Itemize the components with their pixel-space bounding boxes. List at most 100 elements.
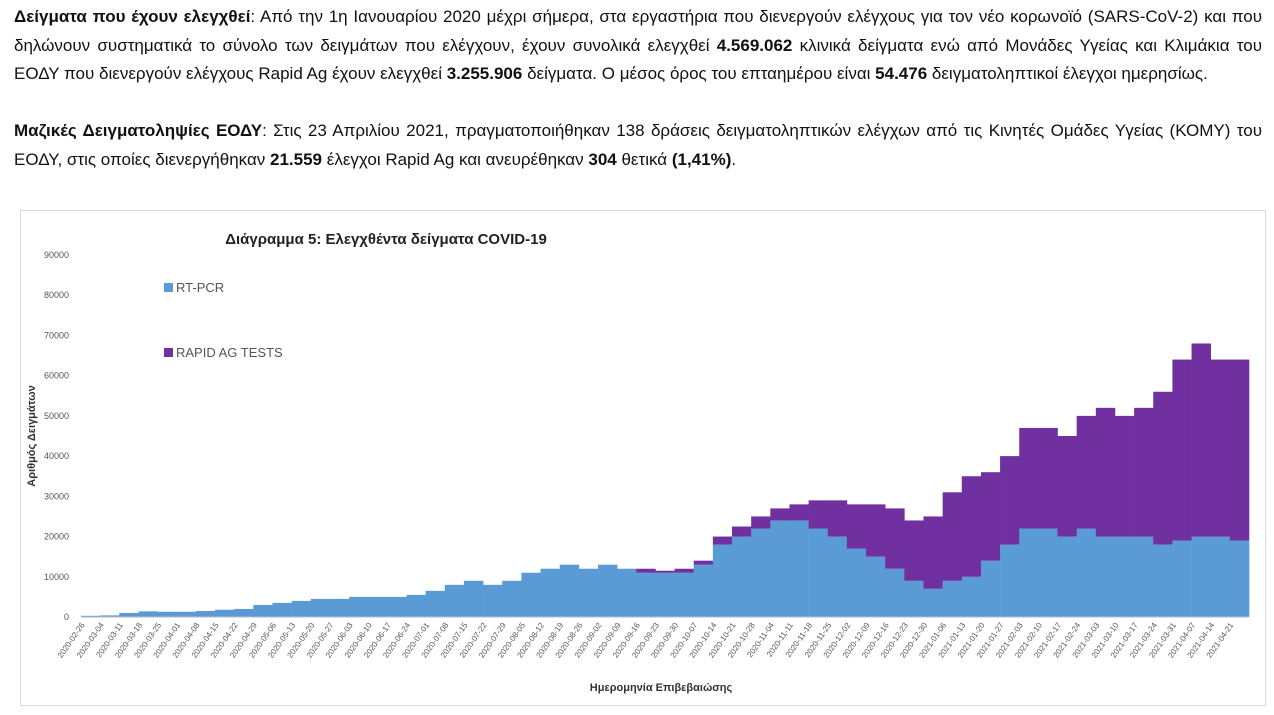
y-tick-label: 20000 bbox=[44, 532, 69, 542]
rtpcr-bar bbox=[597, 564, 618, 617]
tested-samples-paragraph: Δείγματα που έχουν ελεγχθεί: Από την 1η … bbox=[14, 3, 1262, 89]
text: : Στις 23 Απριλίου 2021, πραγματοποιήθηκ… bbox=[14, 121, 1262, 169]
rtpcr-bar bbox=[961, 576, 982, 617]
rtpcr-bar bbox=[176, 611, 197, 617]
rtpcr-bar bbox=[1076, 528, 1097, 617]
text: δείγματα. Ο μέσος όρος του επταημέρου εί… bbox=[522, 64, 876, 83]
chart-title: Διάγραμμα 5: Ελεγχθέντα δείγματα COVID-1… bbox=[225, 231, 547, 248]
rapid-bar bbox=[980, 472, 1001, 561]
rtpcr-bar bbox=[885, 568, 905, 617]
rtpcr-bar bbox=[559, 564, 580, 617]
rtpcr-bar bbox=[463, 580, 484, 617]
rtpcr-bar bbox=[253, 604, 273, 617]
rapid-bar bbox=[885, 508, 905, 569]
text: : Από την 1η Ιανουαρίου 2020 μέχρι σήμερ… bbox=[14, 7, 1262, 55]
lead: Μαζικές Δειγματοληψίες ΕΟΔΥ bbox=[14, 121, 263, 140]
rtpcr-bar bbox=[1095, 536, 1116, 617]
rtpcr-bar bbox=[1000, 544, 1020, 617]
rapid-bar bbox=[1019, 427, 1039, 529]
rtpcr-bar bbox=[215, 609, 235, 617]
rapid-bar bbox=[674, 568, 695, 573]
rtpcr-bar bbox=[81, 615, 101, 617]
rtpcr-bar bbox=[942, 580, 963, 617]
rapid-bar bbox=[1057, 436, 1077, 537]
rtpcr-bar bbox=[157, 611, 178, 617]
rapid-bar bbox=[636, 568, 656, 573]
rtpcr-bar bbox=[866, 556, 886, 617]
rtpcr-bar bbox=[368, 596, 388, 617]
rtpcr-bar bbox=[387, 596, 407, 617]
rtpcr-bar bbox=[578, 568, 599, 617]
rapid-bar bbox=[1095, 407, 1116, 537]
rtpcr-bar bbox=[789, 520, 809, 617]
rtpcr-bar bbox=[483, 584, 503, 617]
rapid-bar bbox=[904, 520, 924, 581]
rapid-bar bbox=[1114, 415, 1135, 537]
weekly-average: 54.476 bbox=[875, 64, 928, 83]
rtpcr-bar bbox=[310, 598, 331, 617]
text: θετικά bbox=[616, 149, 672, 169]
rtpcr-bar bbox=[655, 572, 675, 617]
rtpcr-bar bbox=[674, 572, 695, 617]
rtpcr-bar bbox=[195, 610, 216, 617]
rtpcr-bar bbox=[406, 594, 426, 617]
rapid-bar bbox=[693, 560, 714, 565]
rapid-bar bbox=[1038, 427, 1058, 529]
rtpcr-bar bbox=[827, 536, 848, 617]
rtpcr-bar bbox=[617, 568, 637, 617]
covid-samples-chart: Διάγραμμα 5: Ελεγχθέντα δείγματα COVID-1… bbox=[26, 231, 1250, 694]
legend-swatch bbox=[164, 283, 173, 292]
rtpcr-bar bbox=[502, 580, 522, 617]
rapid-bar bbox=[1153, 391, 1173, 545]
rtpcr-bar bbox=[846, 548, 867, 617]
rapid-bar bbox=[846, 504, 867, 549]
rtpcr-bar bbox=[1153, 544, 1173, 617]
y-tick-label: 0 bbox=[64, 612, 69, 622]
pcr-total: 4.569.062 bbox=[716, 35, 793, 55]
rtpcr-bar bbox=[693, 564, 714, 617]
rapid-bar bbox=[1229, 359, 1250, 541]
rapid-bar bbox=[827, 500, 848, 537]
mass-testing-paragraph: Μαζικές Δειγματοληψίες ΕΟΔΥ: Στις 23 Απρ… bbox=[14, 117, 1262, 174]
rapid-bar bbox=[942, 492, 963, 581]
rapid-bar bbox=[1000, 456, 1020, 545]
rapid-bar bbox=[712, 536, 733, 545]
rapid-bar bbox=[1210, 359, 1231, 537]
rapid-bar bbox=[655, 570, 675, 573]
rtpcr-bar bbox=[1019, 528, 1039, 617]
y-tick-label: 60000 bbox=[44, 371, 69, 381]
rtpcr-bar bbox=[444, 584, 465, 617]
rapid-bar bbox=[1191, 343, 1212, 537]
y-tick-label: 30000 bbox=[44, 491, 69, 501]
lead: Δείγματα που έχουν ελεγχθεί bbox=[14, 7, 251, 26]
positives: 304 bbox=[588, 149, 617, 169]
text: . bbox=[731, 149, 737, 169]
y-tick-label: 10000 bbox=[44, 572, 69, 582]
rtpcr-bar bbox=[770, 520, 790, 617]
y-tick-label: 50000 bbox=[44, 411, 69, 421]
rtpcr-bar bbox=[272, 602, 292, 617]
legend-label: RAPID AG TESTS bbox=[176, 345, 283, 360]
rtpcr-bar bbox=[1114, 536, 1135, 617]
chart-container: Διάγραμμα 5: Ελεγχθέντα δείγματα COVID-1… bbox=[20, 210, 1266, 706]
rtpcr-bar bbox=[540, 568, 560, 617]
rtpcr-bar bbox=[1210, 536, 1231, 617]
rtpcr-bar bbox=[425, 590, 446, 617]
rtpcr-bar bbox=[712, 544, 733, 617]
rtpcr-bar bbox=[980, 560, 1001, 617]
rapid-bar bbox=[961, 476, 982, 577]
rtpcr-bar bbox=[1229, 540, 1250, 617]
x-axis-label: Ημερομηνία Επιβεβαιώσης bbox=[590, 682, 733, 694]
rtpcr-bar bbox=[636, 572, 656, 617]
rapid-bar bbox=[1076, 415, 1097, 529]
rtpcr-bar bbox=[808, 528, 829, 617]
rapid-bar bbox=[808, 500, 829, 529]
rapid-total: 3.255.906 bbox=[446, 64, 523, 83]
text: κλινικά δείγματα ενώ από Μονάδες Υγείας … bbox=[14, 35, 1262, 84]
y-tick-label: 70000 bbox=[44, 330, 69, 340]
rtpcr-bar bbox=[732, 536, 752, 617]
text: έλεγχοι Rapid Ag και ανευρέθηκαν bbox=[322, 149, 589, 169]
rtpcr-bar bbox=[923, 588, 943, 617]
rapid-bar bbox=[1134, 407, 1154, 537]
rapid-bar bbox=[732, 526, 752, 537]
